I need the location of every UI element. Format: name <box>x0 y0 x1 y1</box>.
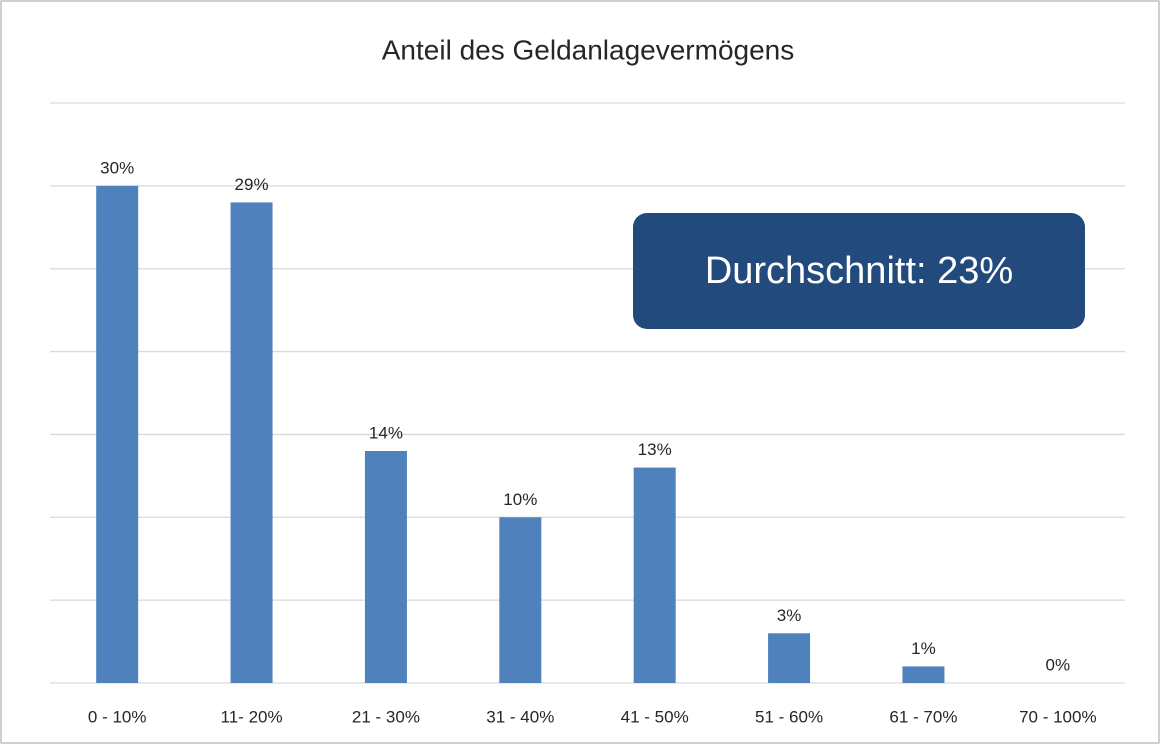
x-tick-label: 31 - 40% <box>486 707 554 726</box>
x-tick-label: 41 - 50% <box>621 707 689 726</box>
bar <box>364 451 407 683</box>
data-label: 1% <box>911 639 936 658</box>
data-label: 14% <box>369 423 403 442</box>
bar <box>633 467 676 683</box>
data-label: 13% <box>638 440 672 459</box>
x-tick-label: 0 - 10% <box>88 707 147 726</box>
x-tick-label: 11- 20% <box>221 707 283 726</box>
data-label: 30% <box>100 158 134 177</box>
x-tick-label: 61 - 70% <box>889 707 957 726</box>
data-label: 29% <box>235 175 269 194</box>
x-tick-label: 70 - 100% <box>1019 707 1097 726</box>
bar <box>499 517 542 683</box>
x-tick-label: 51 - 60% <box>755 707 823 726</box>
annotation-box <box>633 213 1085 329</box>
x-tick-label: 21 - 30% <box>352 707 420 726</box>
annotation: Durchschnitt: 23% <box>705 250 1013 292</box>
bar <box>96 185 139 683</box>
bar <box>768 633 811 683</box>
data-label: 0% <box>1046 655 1071 674</box>
bar <box>902 666 945 683</box>
chart-title: Anteil des Geldanlagevermögens <box>382 34 794 65</box>
bar <box>230 202 273 683</box>
data-label: 3% <box>777 606 802 625</box>
data-label: 10% <box>503 490 537 509</box>
